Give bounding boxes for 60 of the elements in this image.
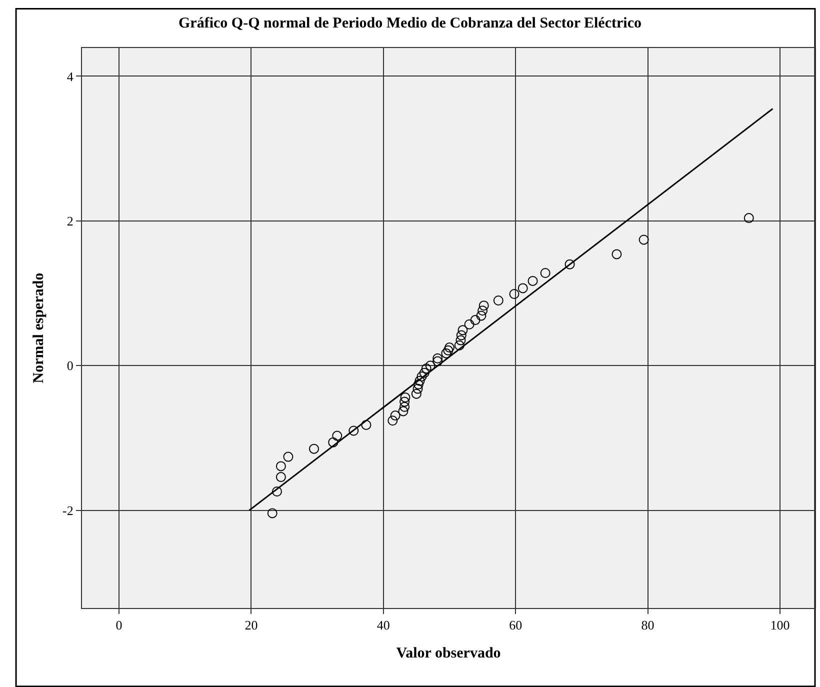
- point: [470, 315, 480, 326]
- point: [432, 356, 443, 366]
- point: [328, 437, 338, 448]
- point: [400, 396, 410, 407]
- point: [283, 452, 294, 462]
- point: [412, 384, 423, 394]
- point: [612, 249, 622, 260]
- point: [528, 276, 538, 286]
- chart-title: Gráfico Q-Q normal de Periodo Medio de Cobranza del Sector Eléctrico: [178, 16, 642, 32]
- point: [425, 360, 436, 371]
- point: [518, 283, 528, 294]
- x-tick-label: 40: [376, 618, 390, 633]
- x-axis-title: Valor observado: [396, 646, 501, 662]
- point: [443, 345, 454, 356]
- x-tick-label: 60: [509, 618, 522, 633]
- point: [414, 376, 425, 386]
- x-tick-label: 0: [116, 618, 122, 633]
- point: [276, 461, 286, 472]
- point: [540, 268, 550, 278]
- point: [441, 348, 452, 358]
- point: [276, 472, 286, 482]
- point: [509, 288, 520, 299]
- y-tick-label: 4: [66, 68, 74, 84]
- x-tick-label: 20: [244, 618, 258, 633]
- point: [744, 213, 754, 224]
- point: [400, 402, 410, 412]
- point: [478, 306, 488, 316]
- point: [411, 388, 422, 399]
- point: [361, 420, 372, 430]
- y-axis-title: Normal esperado: [30, 272, 47, 384]
- point: [309, 444, 319, 454]
- point: [444, 342, 454, 353]
- y-tick-label: 2: [66, 213, 74, 228]
- point: [458, 325, 468, 336]
- point: [464, 319, 474, 330]
- point: [476, 310, 486, 321]
- point: [432, 353, 443, 364]
- x-tick-label: 80: [641, 618, 654, 633]
- point: [413, 379, 424, 390]
- point: [478, 300, 489, 311]
- point: [398, 406, 408, 416]
- point: [348, 426, 359, 436]
- point: [493, 296, 504, 306]
- point: [272, 486, 282, 497]
- point: [390, 410, 400, 421]
- point: [421, 364, 432, 374]
- point: [419, 368, 430, 378]
- point: [267, 508, 278, 518]
- point: [416, 371, 427, 382]
- point: [456, 335, 466, 346]
- x-tick-label: 100: [770, 618, 790, 633]
- point: [332, 430, 342, 441]
- point: [638, 234, 649, 245]
- point: [564, 259, 575, 270]
- point: [400, 392, 410, 402]
- point: [454, 340, 464, 350]
- y-tick-label: 0: [66, 358, 74, 374]
- y-tick-label: -2: [62, 502, 74, 518]
- point: [388, 416, 398, 426]
- point: [456, 330, 466, 340]
